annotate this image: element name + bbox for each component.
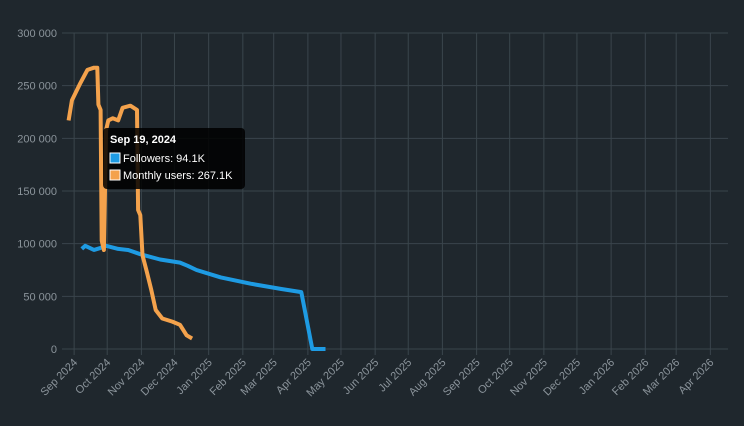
y-tick-label: 150 000 bbox=[17, 186, 57, 198]
tooltip-swatch bbox=[109, 152, 121, 164]
y-tick-label: 100 000 bbox=[17, 239, 57, 251]
y-tick-label: 0 bbox=[51, 344, 57, 356]
tooltip-box bbox=[103, 128, 245, 189]
tooltip: Sep 19, 2024 Followers: 94.1K Monthly user… bbox=[103, 128, 245, 189]
tooltip-swatch bbox=[109, 169, 121, 181]
tooltip-title: Sep 19, 2024 bbox=[110, 134, 177, 146]
x-tick-label: Sep 2024 bbox=[38, 357, 80, 399]
tooltip-line: Followers: 94.1K bbox=[123, 153, 206, 165]
y-tick-label: 50 000 bbox=[23, 291, 57, 303]
series-line bbox=[80, 243, 326, 351]
y-tick-label: 200 000 bbox=[17, 133, 57, 145]
tooltip-line: Monthly users: 267.1K bbox=[123, 170, 233, 182]
x-tick-label: Sep 2025 bbox=[441, 357, 483, 399]
x-tick-label: Apr 2026 bbox=[676, 357, 716, 397]
x-tick-label: Jun 2025 bbox=[341, 357, 381, 397]
series-line bbox=[66, 65, 194, 341]
y-tick-label: 250 000 bbox=[17, 81, 57, 93]
y-tick-label: 300 000 bbox=[17, 28, 57, 40]
